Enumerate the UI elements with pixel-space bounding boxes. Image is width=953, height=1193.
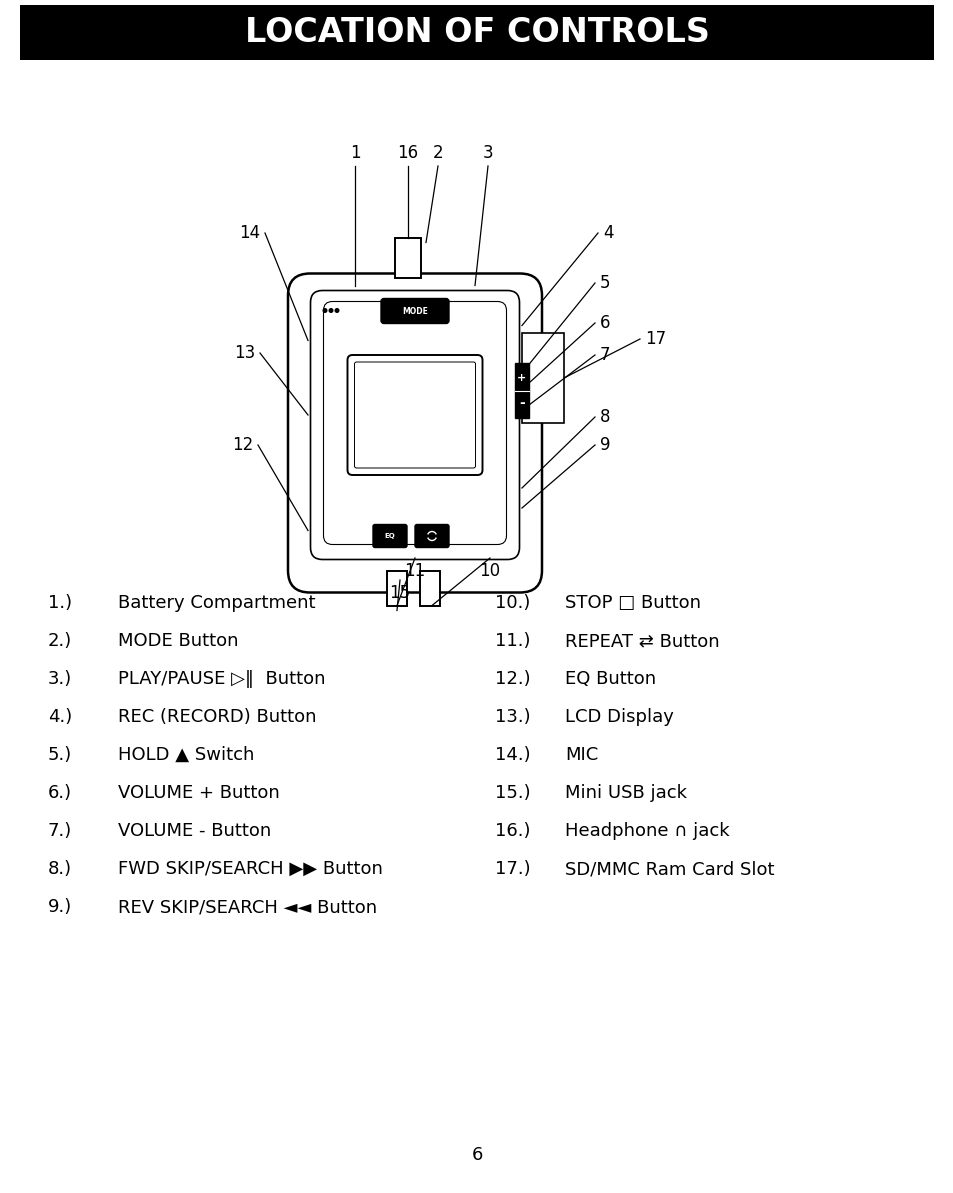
Text: REC (RECORD) Button: REC (RECORD) Button <box>118 707 316 727</box>
Text: MIC: MIC <box>564 746 598 764</box>
Text: 2: 2 <box>433 144 443 162</box>
FancyBboxPatch shape <box>415 525 449 548</box>
Bar <box>20 5 933 60</box>
Text: 6: 6 <box>471 1146 482 1164</box>
Text: LCD Display: LCD Display <box>564 707 673 727</box>
Text: 3: 3 <box>482 144 493 162</box>
Text: LOCATION OF CONTROLS: LOCATION OF CONTROLS <box>244 16 709 49</box>
Text: 16.): 16.) <box>495 822 530 840</box>
Text: 5.): 5.) <box>48 746 72 764</box>
Text: SD/MMC Ram Card Slot: SD/MMC Ram Card Slot <box>564 860 774 878</box>
Circle shape <box>329 309 333 313</box>
Text: 14.): 14.) <box>495 746 530 764</box>
Text: 8: 8 <box>599 408 610 426</box>
Text: Mini USB jack: Mini USB jack <box>564 784 686 802</box>
FancyBboxPatch shape <box>347 356 482 475</box>
Text: 1: 1 <box>350 144 360 162</box>
Text: HOLD ▲ Switch: HOLD ▲ Switch <box>118 746 254 764</box>
Text: STOP □ Button: STOP □ Button <box>564 594 700 612</box>
Text: 4: 4 <box>602 224 613 242</box>
Text: 8.): 8.) <box>48 860 72 878</box>
Circle shape <box>323 309 327 313</box>
FancyBboxPatch shape <box>373 525 407 548</box>
FancyBboxPatch shape <box>310 291 519 560</box>
Text: -: - <box>518 396 524 410</box>
Text: REPEAT ⇄ Button: REPEAT ⇄ Button <box>564 632 719 650</box>
FancyBboxPatch shape <box>380 298 449 323</box>
Text: 6: 6 <box>599 314 610 332</box>
Bar <box>419 570 439 606</box>
Text: 2.): 2.) <box>48 632 72 650</box>
Text: 17.): 17.) <box>495 860 530 878</box>
Circle shape <box>335 309 338 313</box>
Text: EQ: EQ <box>384 533 395 539</box>
Text: 15: 15 <box>389 585 410 602</box>
Text: 1.): 1.) <box>48 594 72 612</box>
Text: 5: 5 <box>599 274 610 292</box>
Text: Battery Compartment: Battery Compartment <box>118 594 315 612</box>
Text: 11.): 11.) <box>495 632 530 650</box>
Text: 4.): 4.) <box>48 707 72 727</box>
Text: 6.): 6.) <box>48 784 72 802</box>
Bar <box>515 363 529 418</box>
Bar <box>521 333 563 424</box>
Text: 17: 17 <box>644 330 665 348</box>
FancyBboxPatch shape <box>288 273 541 593</box>
Text: 12: 12 <box>232 435 253 455</box>
Text: Headphone ∩ jack: Headphone ∩ jack <box>564 822 729 840</box>
Text: REV SKIP/SEARCH ◄◄ Button: REV SKIP/SEARCH ◄◄ Button <box>118 898 376 916</box>
Text: FWD SKIP/SEARCH ▶▶ Button: FWD SKIP/SEARCH ▶▶ Button <box>118 860 382 878</box>
FancyBboxPatch shape <box>323 302 506 544</box>
Text: 13.): 13.) <box>495 707 530 727</box>
Bar <box>395 237 420 278</box>
Text: 16: 16 <box>397 144 418 162</box>
Text: 10: 10 <box>479 562 500 580</box>
Text: 15.): 15.) <box>495 784 530 802</box>
Text: 7: 7 <box>599 346 610 364</box>
Text: 9.): 9.) <box>48 898 72 916</box>
Text: EQ Button: EQ Button <box>564 670 656 688</box>
Text: MODE: MODE <box>401 307 428 315</box>
Text: 12.): 12.) <box>495 670 530 688</box>
Text: 11: 11 <box>404 562 425 580</box>
FancyBboxPatch shape <box>355 361 475 468</box>
Text: PLAY/PAUSE ▷‖  Button: PLAY/PAUSE ▷‖ Button <box>118 670 325 688</box>
Text: +: + <box>517 373 526 383</box>
Text: 13: 13 <box>233 344 254 361</box>
Bar <box>387 570 407 606</box>
Text: VOLUME + Button: VOLUME + Button <box>118 784 279 802</box>
Text: 14: 14 <box>238 224 260 242</box>
Text: 7.): 7.) <box>48 822 72 840</box>
Text: 10.): 10.) <box>495 594 530 612</box>
Text: VOLUME - Button: VOLUME - Button <box>118 822 271 840</box>
Text: 3.): 3.) <box>48 670 72 688</box>
Text: MODE Button: MODE Button <box>118 632 238 650</box>
Text: 9: 9 <box>599 435 610 455</box>
